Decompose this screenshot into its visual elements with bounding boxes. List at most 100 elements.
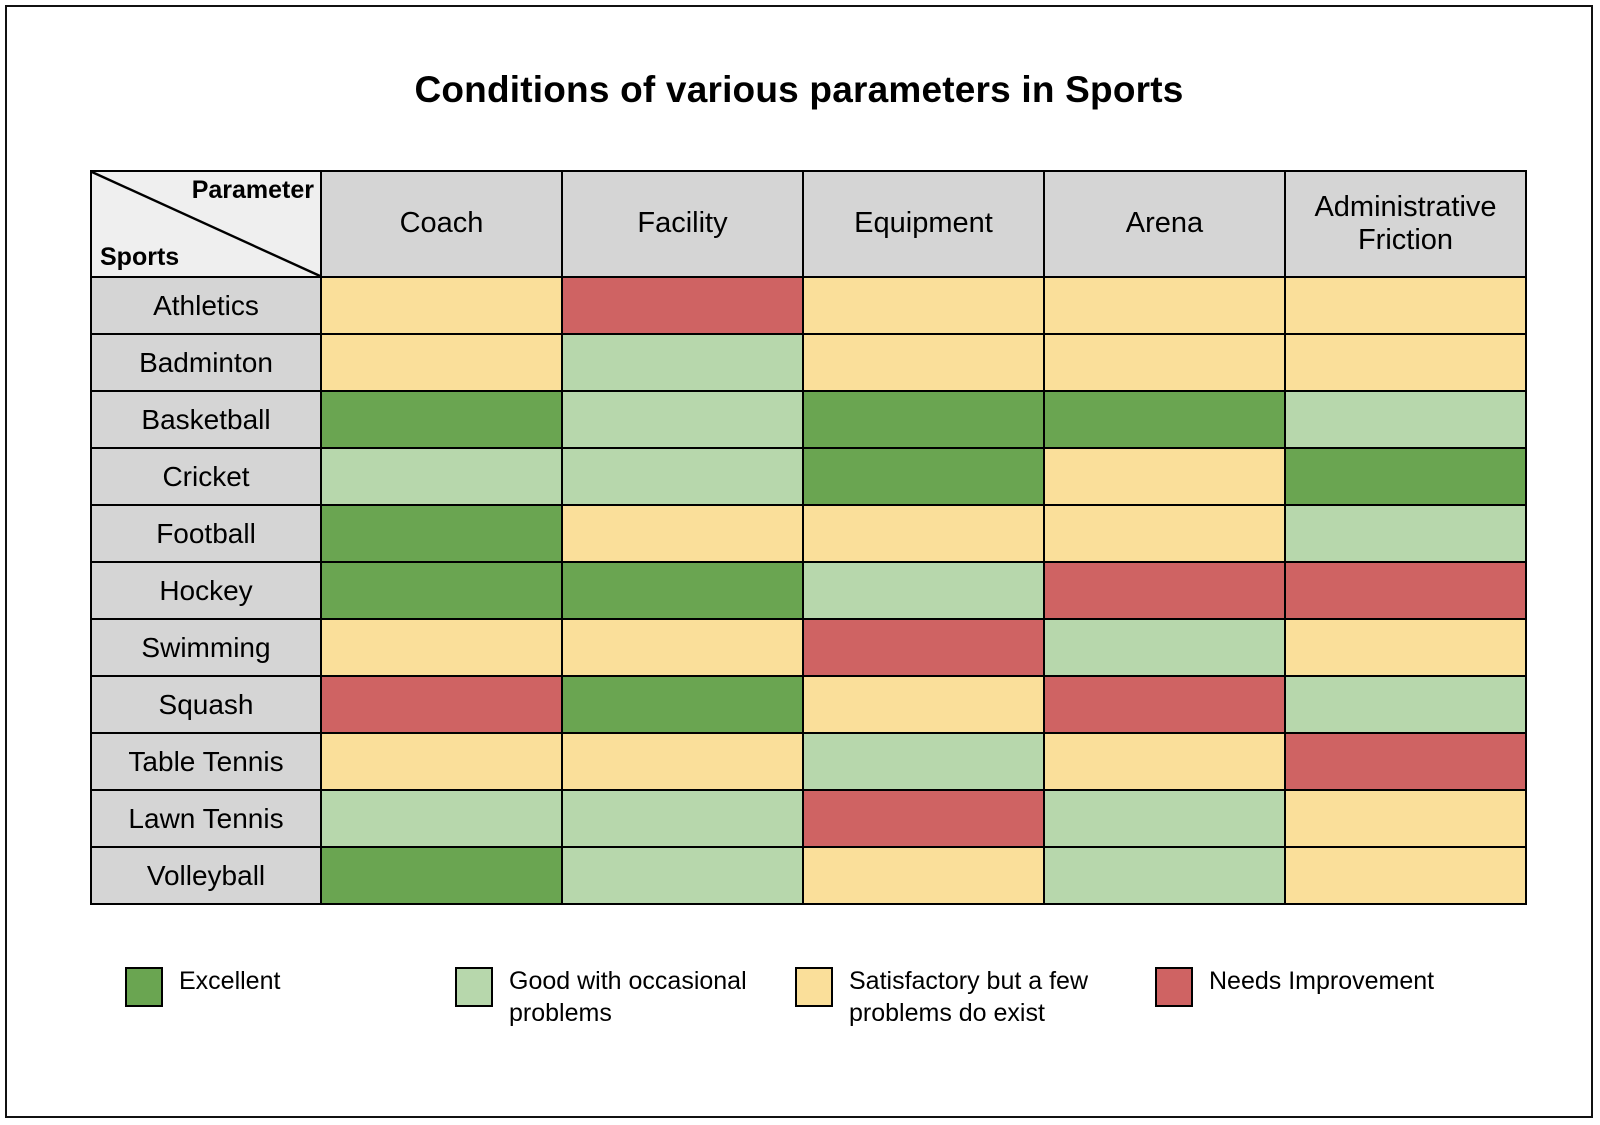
legend: Excellent Good with occasional problems … <box>125 965 1505 1029</box>
cell-basketball-coach <box>320 390 563 449</box>
cell-lawn-tennis-equipment <box>802 789 1045 848</box>
row-label-badminton: Badminton <box>90 333 322 392</box>
diagonal-divider-icon <box>92 172 320 276</box>
cell-volleyball-equipment <box>802 846 1045 905</box>
cell-hockey-equipment <box>802 561 1045 620</box>
cell-squash-facility <box>561 675 804 734</box>
table-row: Badminton <box>90 333 1527 392</box>
cell-athletics-equipment <box>802 276 1045 335</box>
cell-volleyball-facility <box>561 846 804 905</box>
cell-cricket-equipment <box>802 447 1045 506</box>
cell-hockey-administrative-friction <box>1284 561 1527 620</box>
legend-label-satisfactory: Satisfactory but a few problems do exist <box>849 967 1089 1027</box>
header-row: Parameter Sports Coach Facility Equipmen… <box>90 170 1527 278</box>
cell-table-tennis-administrative-friction <box>1284 732 1527 791</box>
table-row: Hockey <box>90 561 1527 620</box>
cell-athletics-administrative-friction <box>1284 276 1527 335</box>
column-header-facility: Facility <box>561 170 804 278</box>
legend-item-satisfactory: Satisfactory but a few problems do exist <box>795 965 1155 1029</box>
column-header-equipment: Equipment <box>802 170 1045 278</box>
cell-basketball-facility <box>561 390 804 449</box>
legend-swatch-excellent <box>125 967 163 1007</box>
conditions-matrix-table: Parameter Sports Coach Facility Equipmen… <box>90 170 1527 905</box>
cell-football-coach <box>320 504 563 563</box>
cell-basketball-equipment <box>802 390 1045 449</box>
cell-volleyball-administrative-friction <box>1284 846 1527 905</box>
row-label-volleyball: Volleyball <box>90 846 322 905</box>
table-row: Squash <box>90 675 1527 734</box>
cell-athletics-facility <box>561 276 804 335</box>
table-header: Parameter Sports Coach Facility Equipmen… <box>90 170 1527 278</box>
cell-squash-administrative-friction <box>1284 675 1527 734</box>
cell-lawn-tennis-administrative-friction <box>1284 789 1527 848</box>
table-row: Lawn Tennis <box>90 789 1527 848</box>
cell-hockey-arena <box>1043 561 1286 620</box>
cell-volleyball-arena <box>1043 846 1286 905</box>
legend-label-excellent: Excellent <box>179 967 281 995</box>
chart-frame: Conditions of various parameters in Spor… <box>5 5 1593 1118</box>
cell-volleyball-coach <box>320 846 563 905</box>
row-label-swimming: Swimming <box>90 618 322 677</box>
cell-lawn-tennis-coach <box>320 789 563 848</box>
cell-cricket-facility <box>561 447 804 506</box>
legend-item-excellent: Excellent <box>125 965 455 1007</box>
legend-item-good: Good with occasional problems <box>455 965 795 1029</box>
cell-football-administrative-friction <box>1284 504 1527 563</box>
cell-badminton-equipment <box>802 333 1045 392</box>
cell-athletics-arena <box>1043 276 1286 335</box>
legend-swatch-good <box>455 967 493 1007</box>
cell-football-equipment <box>802 504 1045 563</box>
cell-hockey-coach <box>320 561 563 620</box>
cell-swimming-equipment <box>802 618 1045 677</box>
row-label-athletics: Athletics <box>90 276 322 335</box>
cell-table-tennis-equipment <box>802 732 1045 791</box>
cell-athletics-coach <box>320 276 563 335</box>
column-header-administrative-friction: Administrative Friction <box>1284 170 1527 278</box>
legend-swatch-satisfactory <box>795 967 833 1007</box>
cell-basketball-arena <box>1043 390 1286 449</box>
cell-football-facility <box>561 504 804 563</box>
table-row: Volleyball <box>90 846 1527 905</box>
cell-badminton-administrative-friction <box>1284 333 1527 392</box>
cell-football-arena <box>1043 504 1286 563</box>
cell-table-tennis-arena <box>1043 732 1286 791</box>
cell-squash-coach <box>320 675 563 734</box>
cell-badminton-facility <box>561 333 804 392</box>
table-body: Athletics Badminton Basketball Cricket Footb… <box>90 276 1527 905</box>
table-row: Basketball <box>90 390 1527 449</box>
cell-badminton-arena <box>1043 333 1286 392</box>
cell-badminton-coach <box>320 333 563 392</box>
column-header-coach: Coach <box>320 170 563 278</box>
cell-squash-equipment <box>802 675 1045 734</box>
cell-lawn-tennis-arena <box>1043 789 1286 848</box>
row-label-squash: Squash <box>90 675 322 734</box>
column-header-arena: Arena <box>1043 170 1286 278</box>
row-label-basketball: Basketball <box>90 390 322 449</box>
row-label-cricket: Cricket <box>90 447 322 506</box>
cell-basketball-administrative-friction <box>1284 390 1527 449</box>
cell-lawn-tennis-facility <box>561 789 804 848</box>
row-label-hockey: Hockey <box>90 561 322 620</box>
cell-table-tennis-coach <box>320 732 563 791</box>
table-row: Table Tennis <box>90 732 1527 791</box>
column-axis-label: Parameter <box>191 176 314 204</box>
table-row: Athletics <box>90 276 1527 335</box>
row-axis-label: Sports <box>100 243 180 271</box>
table-row: Football <box>90 504 1527 563</box>
cell-cricket-arena <box>1043 447 1286 506</box>
corner-axis-cell: Parameter Sports <box>90 170 322 278</box>
row-label-lawn-tennis: Lawn Tennis <box>90 789 322 848</box>
cell-hockey-facility <box>561 561 804 620</box>
cell-cricket-coach <box>320 447 563 506</box>
table-row: Cricket <box>90 447 1527 506</box>
cell-swimming-coach <box>320 618 563 677</box>
page-title: Conditions of various parameters in Spor… <box>414 69 1184 110</box>
cell-swimming-facility <box>561 618 804 677</box>
row-label-football: Football <box>90 504 322 563</box>
legend-item-needs-improvement: Needs Improvement <box>1155 965 1455 1007</box>
legend-label-good: Good with occasional problems <box>509 967 747 1027</box>
legend-swatch-needs-improvement <box>1155 967 1193 1007</box>
cell-cricket-administrative-friction <box>1284 447 1527 506</box>
table-row: Swimming <box>90 618 1527 677</box>
cell-swimming-administrative-friction <box>1284 618 1527 677</box>
